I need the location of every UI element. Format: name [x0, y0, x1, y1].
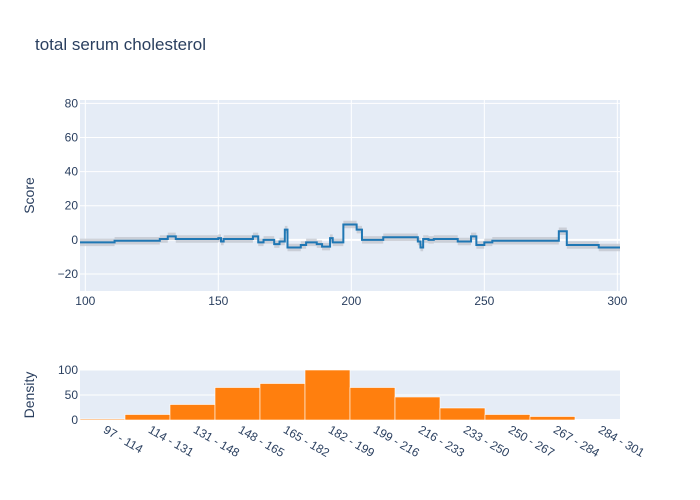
- histogram-bar: [574, 419, 621, 421]
- plot-background: [80, 100, 620, 291]
- histogram-bar: [124, 414, 171, 421]
- histogram-bar: [304, 369, 351, 421]
- x-tick-label: 165 - 182: [281, 422, 332, 460]
- x-tick-label: 300: [607, 294, 627, 308]
- x-tick-label: 97 - 114: [101, 422, 146, 456]
- x-tick-label: 148 - 165: [236, 422, 287, 460]
- x-tick-label: 267 - 284: [551, 422, 602, 460]
- chart-title: total serum cholesterol: [35, 35, 207, 54]
- y-tick-label: 60: [65, 131, 79, 145]
- y-tick-label: 0: [71, 413, 78, 427]
- x-tick-label: 200: [341, 294, 361, 308]
- y-tick-label: 50: [65, 388, 79, 402]
- histogram-bar: [214, 387, 261, 421]
- y-tick-label: 0: [71, 233, 78, 247]
- histogram-bar: [259, 383, 306, 421]
- x-tick-label: 250 - 267: [506, 422, 557, 460]
- x-tick-label: 233 - 250: [461, 422, 512, 460]
- y-axis-title: Density: [21, 372, 37, 419]
- y-tick-label: 20: [65, 199, 79, 213]
- x-tick-label: 199 - 216: [371, 422, 422, 460]
- y-tick-label: 100: [58, 363, 78, 377]
- histogram-bar: [484, 414, 531, 421]
- x-tick-label: 284 - 301: [596, 422, 647, 460]
- histogram-bar: [439, 407, 486, 421]
- x-tick-label: 216 - 233: [416, 422, 467, 460]
- histogram-bar: [349, 387, 396, 421]
- x-tick-label: 250: [474, 294, 494, 308]
- histogram-bar: [529, 416, 576, 421]
- y-tick-label: 80: [65, 96, 79, 110]
- x-tick-label: 114 - 131: [146, 422, 196, 459]
- score-plot: −20 0 20 40 60 80 100 150 200 250 300 Score: [21, 96, 628, 308]
- histogram-bar: [169, 404, 216, 421]
- x-tick-label: 131 - 148: [191, 422, 242, 460]
- y-tick-label: 40: [65, 165, 79, 179]
- y-axis-title: Score: [21, 177, 37, 214]
- x-tick-label: 100: [75, 294, 95, 308]
- x-tick-label: 182 - 199: [326, 422, 377, 460]
- histogram-bar: [79, 418, 126, 421]
- x-tick-label: 150: [208, 294, 228, 308]
- histogram-bar: [394, 396, 441, 421]
- score-line: [80, 223, 620, 249]
- y-tick-label: −20: [58, 267, 79, 281]
